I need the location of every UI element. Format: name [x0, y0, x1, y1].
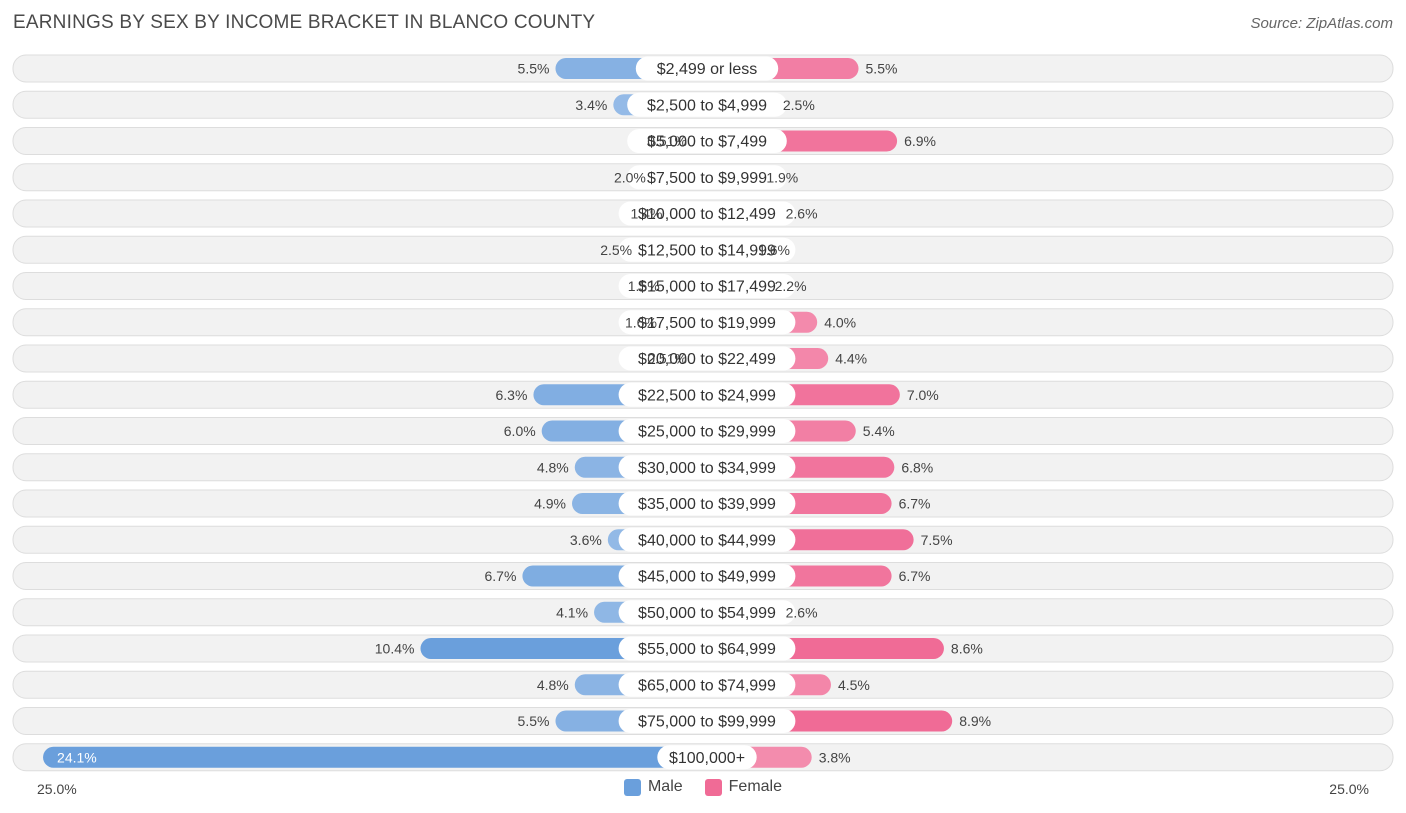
female-value-label: 5.5%: [866, 61, 898, 77]
category-pill: [618, 491, 796, 516]
category-label: $15,000 to $17,499: [638, 279, 776, 296]
male-value-label: 4.8%: [537, 459, 569, 475]
legend: Male Female: [0, 778, 1406, 796]
female-value-label: 7.0%: [907, 387, 939, 403]
category-pill: [618, 274, 796, 298]
category-pill: [618, 382, 796, 407]
male-value-label: 10.4%: [375, 641, 415, 657]
category-pill: [618, 419, 796, 443]
female-value-label: 2.6%: [786, 604, 818, 620]
female-value-label: 2.6%: [786, 206, 818, 222]
category-pill: [618, 346, 796, 371]
axis-left-label: 25.0%: [37, 781, 77, 797]
legend-male-label: Male: [647, 778, 683, 795]
category-label: $75,000 to $99,999: [638, 714, 776, 731]
category-pill: [618, 455, 796, 480]
male-value-label: 1.4%: [631, 206, 663, 222]
category-label: $5,000 to $7,499: [647, 134, 767, 151]
female-value-label: 3.8%: [819, 749, 851, 765]
female-value-label: 6.7%: [899, 496, 931, 512]
category-label: $50,000 to $54,999: [638, 605, 776, 622]
male-value-label: 3.6%: [570, 532, 602, 548]
chart-title: EARNINGS BY SEX BY INCOME BRACKET IN BLA…: [13, 12, 596, 33]
category-pill: [618, 709, 796, 733]
female-value-label: 8.6%: [951, 641, 983, 657]
male-value-label: 5.5%: [518, 61, 550, 77]
category-pill: [635, 56, 779, 81]
category-pill: [657, 745, 757, 770]
female-value-label: 8.9%: [959, 713, 991, 729]
male-value-label: 4.1%: [556, 604, 588, 620]
female-value-label: 4.4%: [835, 351, 867, 367]
category-label: $55,000 to $64,999: [638, 641, 776, 658]
category-pill: [627, 92, 787, 117]
category-label: $2,500 to $4,999: [647, 97, 767, 114]
male-value-label: 0.51%: [647, 351, 687, 367]
category-pill: [618, 527, 796, 552]
male-value-label: 1.6%: [625, 314, 657, 330]
category-pill: [627, 165, 787, 190]
category-label: $2,499 or less: [657, 61, 758, 78]
category-pill: [618, 201, 796, 226]
category-label: $12,500 to $14,999: [638, 242, 776, 259]
male-value-label: 2.5%: [600, 242, 632, 258]
category-label: $100,000+: [669, 750, 745, 767]
male-value-label: 6.0%: [504, 423, 536, 439]
bar-chart: $2,499 or less 5.5% 5.5% $2,500 to $4,999 3.…: [12, 54, 1394, 772]
male-value-label: 0.51%: [647, 133, 687, 149]
male-bar: [43, 746, 708, 768]
female-value-label: 6.8%: [901, 459, 933, 475]
male-value-label: 4.8%: [537, 677, 569, 693]
legend-item-female[interactable]: Female: [704, 778, 783, 796]
male-value-label: 3.4%: [575, 97, 607, 113]
category-label: $25,000 to $29,999: [638, 424, 776, 441]
category-label: $20,000 to $22,499: [638, 351, 776, 368]
source-label: Source: ZipAtlas.com: [1250, 15, 1393, 32]
legend-item-male[interactable]: Male: [623, 778, 683, 796]
category-label: $10,000 to $12,499: [638, 206, 776, 223]
male-value-label: 2.0%: [614, 169, 646, 185]
male-value-label: 4.9%: [534, 496, 566, 512]
female-value-label: 4.5%: [838, 677, 870, 693]
male-value-label: 24.1%: [57, 749, 97, 765]
male-value-label: 1.5%: [628, 278, 660, 294]
category-pill: [618, 237, 796, 262]
category-label: $40,000 to $44,999: [638, 532, 776, 549]
female-value-label: 4.0%: [824, 314, 856, 330]
category-pill: [618, 310, 796, 335]
male-value-label: 6.3%: [496, 387, 528, 403]
male-value-label: 6.7%: [484, 568, 516, 584]
female-value-label: 2.2%: [775, 278, 807, 294]
category-label: $45,000 to $49,999: [638, 569, 776, 586]
legend-female-label: Female: [728, 778, 783, 795]
category-pill: [618, 564, 796, 588]
female-value-label: 7.5%: [921, 532, 953, 548]
female-value-label: 5.4%: [863, 423, 895, 439]
axis-right-label: 25.0%: [1329, 781, 1369, 797]
female-value-label: 6.7%: [899, 568, 931, 584]
female-swatch: [704, 778, 722, 796]
category-pill: [618, 636, 796, 661]
category-label: $22,500 to $24,999: [638, 387, 776, 404]
female-value-label: 2.5%: [783, 97, 815, 113]
female-value-label: 1.9%: [766, 169, 798, 185]
female-value-label: 6.9%: [904, 133, 936, 149]
category-pill: [618, 672, 796, 697]
category-label: $17,500 to $19,999: [638, 315, 776, 332]
category-pill: [618, 600, 796, 625]
category-label: $30,000 to $34,999: [638, 460, 776, 477]
category-label: $7,500 to $9,999: [647, 170, 767, 187]
category-pill: [627, 129, 787, 153]
male-swatch: [623, 778, 641, 796]
category-label: $65,000 to $74,999: [638, 677, 776, 694]
male-value-label: 5.5%: [518, 713, 550, 729]
female-value-label: 1.6%: [758, 242, 790, 258]
category-label: $35,000 to $39,999: [638, 496, 776, 513]
